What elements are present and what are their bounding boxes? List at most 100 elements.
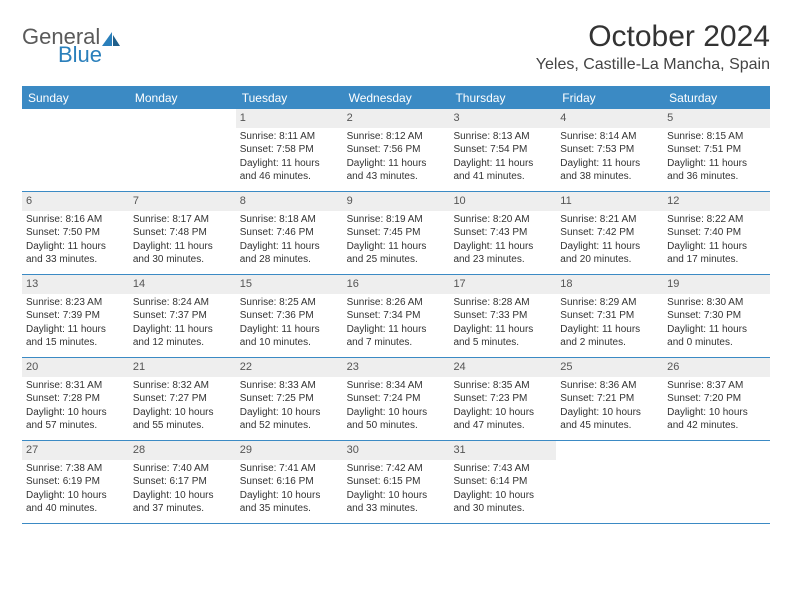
daylight-text-2: and 47 minutes. xyxy=(453,419,552,433)
daylight-text-2: and 7 minutes. xyxy=(347,336,446,350)
sunset-text: Sunset: 7:21 PM xyxy=(560,392,659,406)
day-details: Sunrise: 7:43 AMSunset: 6:14 PMDaylight:… xyxy=(449,462,556,520)
day-cell: 24Sunrise: 8:35 AMSunset: 7:23 PMDayligh… xyxy=(449,358,556,440)
day-number: 11 xyxy=(556,192,663,211)
day-details: Sunrise: 8:31 AMSunset: 7:28 PMDaylight:… xyxy=(22,379,129,437)
week-row: 27Sunrise: 7:38 AMSunset: 6:19 PMDayligh… xyxy=(22,441,770,524)
daylight-text-1: Daylight: 10 hours xyxy=(347,406,446,420)
daylight-text-2: and 30 minutes. xyxy=(453,502,552,516)
sunrise-text: Sunrise: 8:26 AM xyxy=(347,296,446,310)
sunrise-text: Sunrise: 8:18 AM xyxy=(240,213,339,227)
day-number: 18 xyxy=(556,275,663,294)
day-cell: 3Sunrise: 8:13 AMSunset: 7:54 PMDaylight… xyxy=(449,109,556,191)
empty-cell xyxy=(556,441,663,523)
sunrise-text: Sunrise: 7:43 AM xyxy=(453,462,552,476)
sunset-text: Sunset: 7:53 PM xyxy=(560,143,659,157)
day-cell: 25Sunrise: 8:36 AMSunset: 7:21 PMDayligh… xyxy=(556,358,663,440)
day-details: Sunrise: 8:15 AMSunset: 7:51 PMDaylight:… xyxy=(663,130,770,188)
day-details: Sunrise: 8:33 AMSunset: 7:25 PMDaylight:… xyxy=(236,379,343,437)
day-header-row: SundayMondayTuesdayWednesdayThursdayFrid… xyxy=(22,86,770,109)
daylight-text-2: and 0 minutes. xyxy=(667,336,766,350)
sunset-text: Sunset: 7:46 PM xyxy=(240,226,339,240)
day-cell: 14Sunrise: 8:24 AMSunset: 7:37 PMDayligh… xyxy=(129,275,236,357)
sunset-text: Sunset: 6:16 PM xyxy=(240,475,339,489)
sunrise-text: Sunrise: 8:14 AM xyxy=(560,130,659,144)
daylight-text-2: and 33 minutes. xyxy=(347,502,446,516)
week-row: 13Sunrise: 8:23 AMSunset: 7:39 PMDayligh… xyxy=(22,275,770,358)
day-cell: 23Sunrise: 8:34 AMSunset: 7:24 PMDayligh… xyxy=(343,358,450,440)
sunset-text: Sunset: 7:20 PM xyxy=(667,392,766,406)
daylight-text-2: and 2 minutes. xyxy=(560,336,659,350)
daylight-text-2: and 25 minutes. xyxy=(347,253,446,267)
daylight-text-1: Daylight: 10 hours xyxy=(453,489,552,503)
day-number: 3 xyxy=(449,109,556,128)
day-number: 12 xyxy=(663,192,770,211)
day-cell: 2Sunrise: 8:12 AMSunset: 7:56 PMDaylight… xyxy=(343,109,450,191)
week-row: 20 Sunrise: 8:31 AMSunset: 7:28 PMDayligh… xyxy=(22,358,770,441)
day-details: Sunrise: 8:29 AMSunset: 7:31 PMDaylight:… xyxy=(556,296,663,354)
daylight-text-2: and 33 minutes. xyxy=(26,253,125,267)
calendar: SundayMondayTuesdayWednesdayThursdayFrid… xyxy=(22,86,770,524)
daylight-text-1: Daylight: 10 hours xyxy=(560,406,659,420)
daylight-text-1: Daylight: 11 hours xyxy=(347,323,446,337)
day-cell: 15Sunrise: 8:25 AMSunset: 7:36 PMDayligh… xyxy=(236,275,343,357)
sunrise-text: Sunrise: 8:22 AM xyxy=(667,213,766,227)
day-cell: 12 Sunrise: 8:22 AMSunset: 7:40 PMDayligh… xyxy=(663,192,770,274)
day-details: Sunrise: 8:19 AMSunset: 7:45 PMDaylight:… xyxy=(343,213,450,271)
day-number: 8 xyxy=(236,192,343,211)
day-cell: 10 Sunrise: 8:20 AMSunset: 7:43 PMDayligh… xyxy=(449,192,556,274)
day-cell: 11Sunrise: 8:21 AMSunset: 7:42 PMDayligh… xyxy=(556,192,663,274)
sunset-text: Sunset: 7:28 PM xyxy=(26,392,125,406)
daylight-text-1: Daylight: 10 hours xyxy=(240,489,339,503)
day-cell: 17Sunrise: 8:28 AMSunset: 7:33 PMDayligh… xyxy=(449,275,556,357)
day-cell: 20 Sunrise: 8:31 AMSunset: 7:28 PMDayligh… xyxy=(22,358,129,440)
day-cell: 8Sunrise: 8:18 AMSunset: 7:46 PMDaylight… xyxy=(236,192,343,274)
day-details: Sunrise: 8:16 AMSunset: 7:50 PMDaylight:… xyxy=(22,213,129,271)
sunset-text: Sunset: 7:43 PM xyxy=(453,226,552,240)
sunrise-text: Sunrise: 8:16 AM xyxy=(26,213,125,227)
day-header-tuesday: Tuesday xyxy=(236,86,343,109)
day-cell: 13Sunrise: 8:23 AMSunset: 7:39 PMDayligh… xyxy=(22,275,129,357)
day-cell: 4Sunrise: 8:14 AMSunset: 7:53 PMDaylight… xyxy=(556,109,663,191)
sunrise-text: Sunrise: 8:12 AM xyxy=(347,130,446,144)
daylight-text-2: and 46 minutes. xyxy=(240,170,339,184)
day-number: 17 xyxy=(449,275,556,294)
logo: GeneralBlue xyxy=(22,20,120,66)
daylight-text-1: Daylight: 11 hours xyxy=(667,323,766,337)
daylight-text-1: Daylight: 11 hours xyxy=(453,240,552,254)
day-cell: 18 Sunrise: 8:29 AMSunset: 7:31 PMDayligh… xyxy=(556,275,663,357)
sunset-text: Sunset: 7:23 PM xyxy=(453,392,552,406)
day-details: Sunrise: 7:42 AMSunset: 6:15 PMDaylight:… xyxy=(343,462,450,520)
daylight-text-2: and 5 minutes. xyxy=(453,336,552,350)
daylight-text-2: and 41 minutes. xyxy=(453,170,552,184)
day-details: Sunrise: 8:20 AMSunset: 7:43 PMDaylight:… xyxy=(449,213,556,271)
day-cell: 21Sunrise: 8:32 AMSunset: 7:27 PMDayligh… xyxy=(129,358,236,440)
daylight-text-1: Daylight: 11 hours xyxy=(560,157,659,171)
day-number: 10 xyxy=(449,192,556,211)
sunrise-text: Sunrise: 7:41 AM xyxy=(240,462,339,476)
daylight-text-2: and 45 minutes. xyxy=(560,419,659,433)
daylight-text-1: Daylight: 10 hours xyxy=(26,406,125,420)
sunset-text: Sunset: 7:54 PM xyxy=(453,143,552,157)
sunrise-text: Sunrise: 8:30 AM xyxy=(667,296,766,310)
day-details: Sunrise: 8:22 AMSunset: 7:40 PMDaylight:… xyxy=(663,213,770,271)
daylight-text-1: Daylight: 10 hours xyxy=(347,489,446,503)
day-details: Sunrise: 7:38 AMSunset: 6:19 PMDaylight:… xyxy=(22,462,129,520)
daylight-text-2: and 15 minutes. xyxy=(26,336,125,350)
sunset-text: Sunset: 7:58 PM xyxy=(240,143,339,157)
sunset-text: Sunset: 7:37 PM xyxy=(133,309,232,323)
day-details: Sunrise: 8:30 AMSunset: 7:30 PMDaylight:… xyxy=(663,296,770,354)
daylight-text-1: Daylight: 11 hours xyxy=(453,157,552,171)
day-cell: 30Sunrise: 7:42 AMSunset: 6:15 PMDayligh… xyxy=(343,441,450,523)
daylight-text-2: and 52 minutes. xyxy=(240,419,339,433)
daylight-text-2: and 36 minutes. xyxy=(667,170,766,184)
day-details: Sunrise: 8:11 AMSunset: 7:58 PMDaylight:… xyxy=(236,130,343,188)
day-number: 9 xyxy=(343,192,450,211)
day-cell: 26Sunrise: 8:37 AMSunset: 7:20 PMDayligh… xyxy=(663,358,770,440)
day-number: 20 xyxy=(22,358,129,377)
daylight-text-2: and 37 minutes. xyxy=(133,502,232,516)
day-number: 24 xyxy=(449,358,556,377)
day-details: Sunrise: 8:24 AMSunset: 7:37 PMDaylight:… xyxy=(129,296,236,354)
day-header-saturday: Saturday xyxy=(663,86,770,109)
sunrise-text: Sunrise: 8:24 AM xyxy=(133,296,232,310)
